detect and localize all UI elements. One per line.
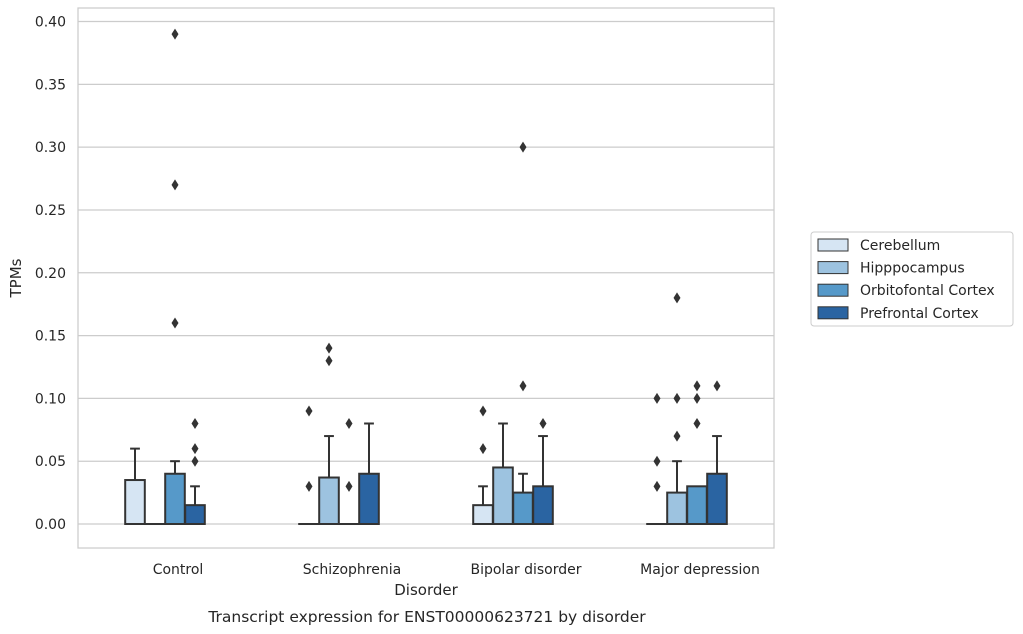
legend-frame: [810, 231, 1014, 327]
outlier-point: [191, 418, 199, 429]
outlier-point: [693, 380, 701, 392]
box-body: [318, 476, 340, 525]
y-tick-label: 0.05: [35, 454, 66, 470]
plot-frame: [77, 7, 775, 549]
outlier-point: [673, 292, 681, 304]
chart-caption: Transcript expression for ENST0000062372…: [207, 608, 646, 626]
outlier-point: [325, 355, 333, 367]
boxes: [124, 28, 728, 526]
y-tick-label: 0.30: [35, 140, 66, 156]
legend-label: Prefrontal Cortex: [860, 306, 979, 322]
box-body: [164, 472, 186, 525]
legend-swatch: [817, 261, 849, 275]
box-body: [472, 504, 494, 525]
legend-label: Cerebellum: [860, 238, 940, 254]
box-cerebellum: [298, 405, 320, 526]
y-tick-label: 0.00: [35, 517, 66, 533]
outlier-point: [305, 405, 313, 417]
outlier-point: [673, 430, 681, 442]
outlier-point: [345, 418, 353, 429]
outlier-point: [519, 141, 527, 153]
x-axis-ticks: Control Schizophrenia Bipolar disorder Majo…: [153, 562, 760, 578]
box-cerebellum: [472, 405, 494, 525]
outlier-point: [539, 418, 547, 429]
box-body: [666, 491, 688, 525]
y-tick-label: 0.35: [35, 77, 66, 93]
outlier-point: [653, 392, 661, 404]
plot-area: [78, 8, 774, 548]
x-tick-label: Control: [153, 562, 204, 578]
x-tick-label: Bipolar disorder: [470, 562, 581, 578]
y-tick-label: 0.20: [35, 266, 66, 282]
box-cerebellum: [646, 392, 668, 526]
box-prefrontal-cortex: [706, 380, 728, 525]
outlier-point: [479, 405, 487, 417]
outlier-point: [693, 392, 701, 404]
outlier-point: [479, 443, 487, 455]
outlier-point: [673, 392, 681, 404]
box-body: [492, 466, 514, 525]
box-hipppocampus: [318, 342, 340, 525]
y-tick-label: 0.15: [35, 329, 66, 345]
outlier-point: [693, 418, 701, 429]
outlier-point: [519, 380, 527, 392]
legend-label: Hipppocampus: [860, 261, 965, 277]
outlier-point: [653, 480, 661, 492]
x-axis-label: Disorder: [394, 581, 458, 599]
box-body: [706, 472, 728, 525]
legend-swatch: [817, 283, 849, 297]
legend-label: Orbitofontal Cortex: [860, 283, 995, 299]
y-tick-label: 0.40: [35, 15, 66, 31]
y-axis-ticks: 0.00 0.05 0.10 0.15 0.20 0.25 0.30 0.35 0.40: [35, 15, 66, 534]
legend-swatch: [817, 306, 849, 320]
y-tick-label: 0.25: [35, 203, 66, 219]
box-body: [686, 485, 708, 525]
outlier-point: [713, 380, 721, 392]
outlier-point: [305, 480, 313, 492]
box-body: [532, 485, 554, 525]
outlier-point: [653, 455, 661, 467]
y-tick-label: 0.10: [35, 391, 66, 407]
x-tick-label: Major depression: [640, 562, 760, 578]
box-prefrontal-cortex: [358, 422, 380, 525]
outlier-point: [171, 179, 179, 191]
box-prefrontal-cortex: [532, 418, 554, 525]
outlier-point: [191, 443, 199, 455]
box-body: [512, 491, 534, 525]
box-body: [358, 472, 380, 525]
box-orbitofontal-cortex: [164, 28, 186, 525]
outlier-point: [171, 317, 179, 329]
outlier-point: [325, 342, 333, 354]
legend-swatch: [817, 238, 849, 252]
box-prefrontal-cortex: [184, 418, 206, 525]
box-cerebellum: [124, 447, 146, 525]
box-body: [124, 479, 146, 525]
y-axis-label: TPMs: [7, 258, 25, 298]
legend: Cerebellum Hipppocampus Orbitofontal Corte…: [810, 231, 1014, 327]
outlier-point: [171, 28, 179, 40]
outlier-point: [191, 455, 199, 467]
outlier-point: [345, 480, 353, 492]
x-tick-label: Schizophrenia: [303, 562, 401, 578]
box-orbitofontal-cortex: [338, 418, 360, 526]
box-body: [184, 504, 206, 525]
